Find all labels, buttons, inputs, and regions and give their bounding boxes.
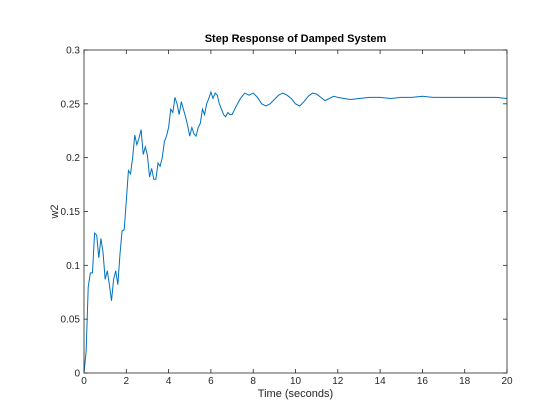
- x-tick-label: 18: [459, 376, 471, 387]
- plot-frame: [83, 49, 508, 374]
- y-tick-label: 0.1: [66, 261, 80, 272]
- x-tick-label: 4: [166, 376, 172, 387]
- y-tick-label: 0.3: [66, 46, 80, 57]
- x-tick-label: 10: [290, 376, 302, 387]
- x-tick-label: 0: [81, 376, 87, 387]
- x-tick-label: 14: [375, 376, 387, 387]
- y-axis-label: w2: [49, 204, 61, 219]
- x-ticks: 0 2 4 6 8 10 12 14 16 18 20: [81, 50, 513, 387]
- x-tick-label: 2: [124, 376, 130, 387]
- y-tick-label: 0: [74, 369, 80, 380]
- x-tick-label: 12: [332, 376, 344, 387]
- x-tick-label: 20: [501, 376, 513, 387]
- x-tick-label: 16: [417, 376, 429, 387]
- x-axis-label: Time (seconds): [258, 388, 333, 400]
- x-tick-label: 8: [250, 376, 256, 387]
- series-line: [83, 90, 508, 374]
- y-tick-label: 0.05: [61, 315, 81, 326]
- y-tick-label: 0.15: [61, 207, 81, 218]
- y-tick-label: 0.25: [61, 99, 81, 110]
- y-tick-label: 0.2: [66, 153, 80, 164]
- plot-background: [84, 50, 507, 373]
- chart-title: Step Response of Damped System: [205, 33, 387, 45]
- x-tick-label: 6: [208, 376, 214, 387]
